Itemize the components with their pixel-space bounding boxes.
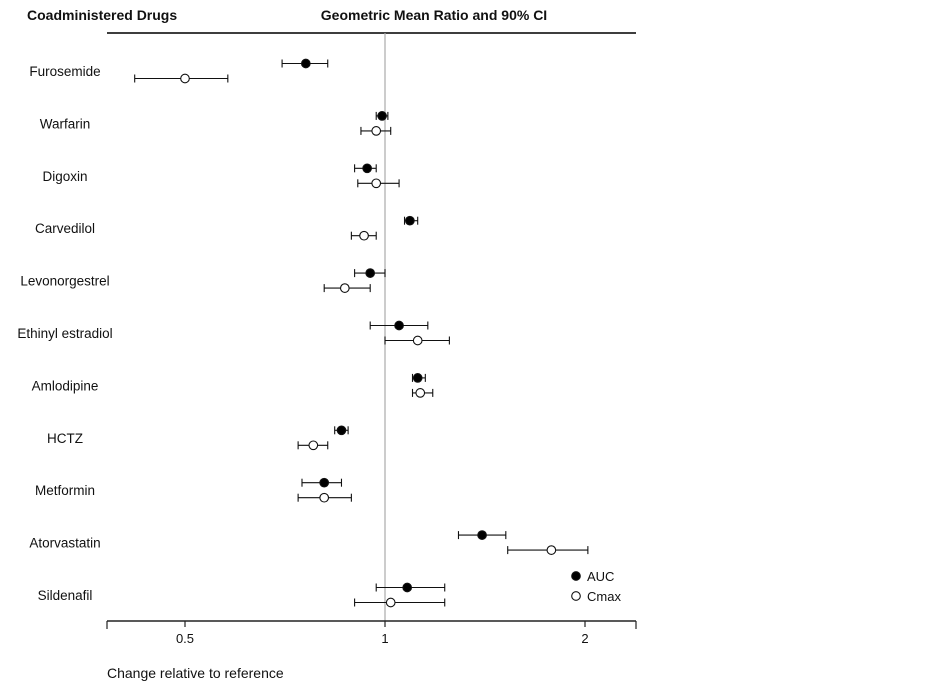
plot-area [134, 33, 589, 621]
x-tick-label: 0.5 [176, 631, 194, 646]
legend: AUC Cmax [571, 569, 621, 604]
cmax-point [546, 545, 557, 555]
drug-label: Furosemide [29, 64, 100, 79]
auc-point [365, 268, 376, 278]
column-header-drugs: Coadministered Drugs [27, 7, 177, 23]
auc-interval [281, 58, 329, 69]
legend-cmax-marker [571, 591, 581, 601]
drug-labels: Furosemide Warfarin Digoxin Carvedilol Levon… [17, 64, 112, 603]
drug-label: Atorvastatin [29, 536, 100, 551]
x-axis: 0.5 1 2 [106, 620, 637, 646]
auc-interval [457, 530, 507, 540]
auc-point [377, 111, 387, 121]
auc-interval [354, 268, 386, 278]
drug-label: Metformin [35, 483, 95, 498]
cmax-point [319, 492, 330, 503]
drug-label: Carvedilol [35, 221, 95, 236]
cmax-interval [350, 230, 377, 241]
auc-point [319, 477, 330, 488]
drug-label: HCTZ [47, 431, 83, 446]
auc-interval [369, 320, 429, 331]
cmax-interval [384, 335, 450, 346]
cmax-point [415, 388, 426, 398]
auc-interval [375, 111, 389, 121]
drug-label: Digoxin [42, 169, 87, 184]
cmax-interval [360, 126, 392, 136]
x-tick-label: 1 [381, 631, 388, 646]
cmax-interval [507, 545, 589, 555]
cmax-point [371, 178, 382, 189]
auc-point [300, 58, 311, 69]
auc-interval [301, 477, 343, 488]
cmax-point [308, 440, 319, 451]
auc-interval [411, 373, 426, 383]
auc-interval [354, 163, 377, 174]
cmax-point [412, 335, 423, 346]
cmax-interval [323, 283, 371, 293]
auc-interval [334, 425, 349, 436]
legend-label: AUC [587, 569, 614, 584]
cmax-point [385, 597, 396, 608]
cmax-interval [297, 492, 352, 503]
cmax-point [359, 230, 369, 241]
cmax-point [180, 73, 190, 84]
cmax-point [339, 283, 350, 293]
auc-point [394, 320, 404, 331]
x-axis-label: Change relative to reference [107, 665, 284, 681]
auc-point [412, 373, 423, 383]
legend-label: Cmax [587, 589, 621, 604]
auc-point [477, 530, 487, 540]
drug-label: Ethinyl estradiol [17, 326, 112, 341]
legend-auc-marker [571, 571, 581, 581]
drug-label: Sildenafil [38, 588, 93, 603]
drug-label: Amlodipine [32, 378, 99, 393]
drug-label: Levonorgestrel [20, 274, 109, 289]
drug-label: Warfarin [40, 116, 91, 131]
chart-title: Geometric Mean Ratio and 90% CI [321, 7, 547, 23]
auc-point [362, 163, 372, 174]
cmax-interval [297, 440, 329, 451]
cmax-interval [411, 388, 434, 398]
cmax-interval [357, 178, 400, 189]
auc-point [405, 215, 415, 226]
cmax-interval [134, 73, 229, 84]
x-tick-label: 2 [581, 631, 588, 646]
auc-point [336, 425, 347, 436]
auc-interval [403, 215, 419, 226]
auc-interval [375, 582, 446, 593]
cmax-point [371, 126, 382, 136]
auc-point [402, 582, 413, 593]
cmax-interval [354, 597, 446, 608]
